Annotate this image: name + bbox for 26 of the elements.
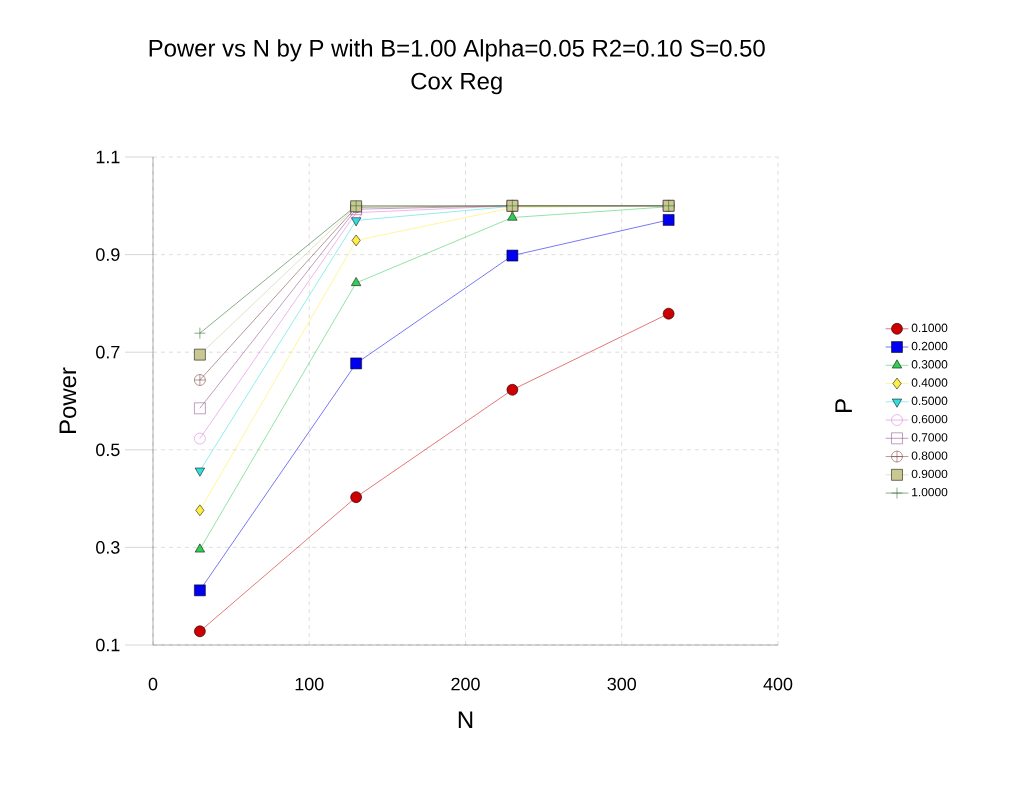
legend-label: 0.1000	[911, 323, 948, 333]
legend-label: 0.2000	[911, 341, 948, 351]
legend-label: 0.6000	[911, 414, 948, 424]
legend-label: 0.8000	[911, 451, 948, 460]
x-axis-title: N	[458, 711, 473, 728]
legend-label: 0.5000	[911, 396, 948, 406]
chart-subtitle: Cox Reg	[411, 72, 502, 95]
x-tick-label: 200	[451, 677, 480, 691]
legend-label: 0.3000	[911, 360, 948, 369]
legend-label: 0.4000	[911, 378, 948, 387]
legend-title: P	[835, 399, 852, 412]
y-tick-label: 0.9	[96, 248, 120, 261]
y-tick-label: 1.1	[96, 150, 120, 164]
y-tick-label: 0.1	[96, 638, 120, 652]
x-tick-label: 300	[607, 677, 637, 691]
x-tick-label: 400	[763, 677, 793, 691]
y-tick-label: 0.5	[96, 443, 120, 457]
x-tick-label: 0	[148, 677, 158, 691]
legend-label: 0.7000	[911, 433, 948, 442]
y-axis-title: Power	[59, 367, 77, 433]
legend-label: 0.9000	[911, 469, 948, 479]
y-tick-label: 0.7	[96, 345, 120, 359]
y-tick-label: 0.3	[96, 541, 120, 554]
legend-label: 1.0000	[912, 487, 948, 497]
chart-title: Power vs N by P with B=1.00 Alpha=0.05 R2=0.10 S=0.50	[149, 39, 765, 62]
x-tick-label: 100	[295, 677, 324, 691]
